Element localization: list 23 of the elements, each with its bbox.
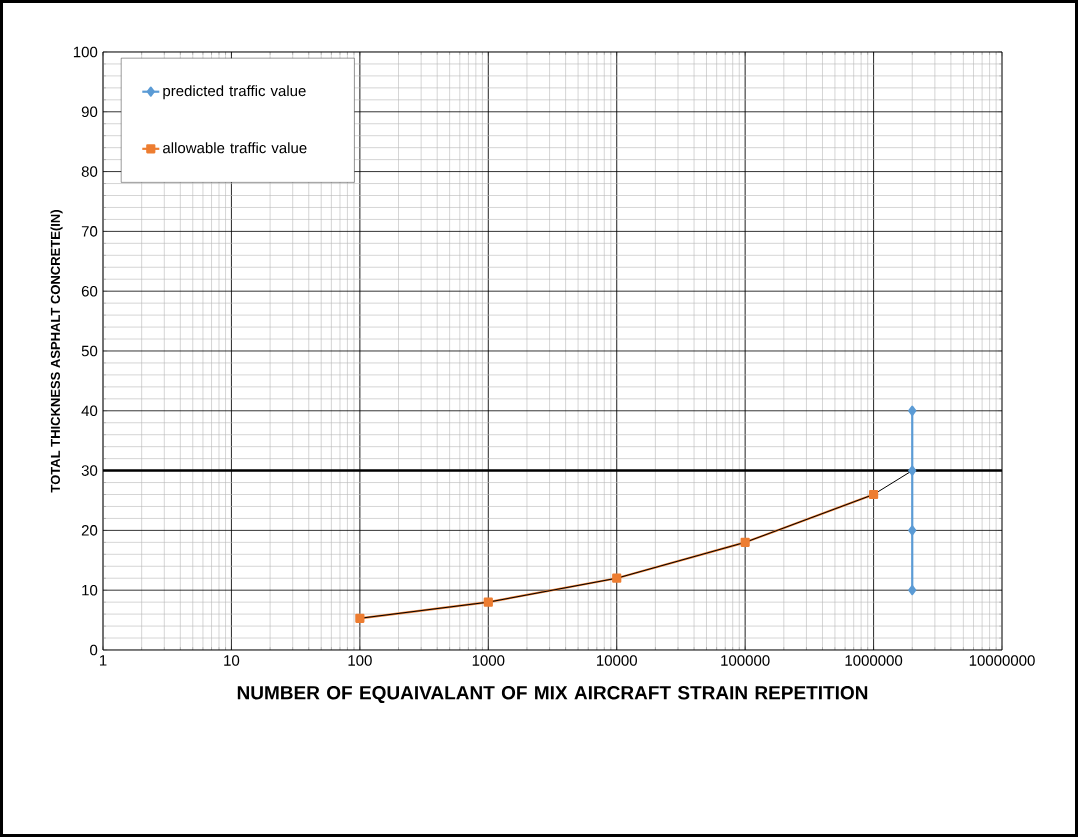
y-tick-label: 80 <box>81 166 98 177</box>
y-tick-label: 10 <box>82 584 98 596</box>
x-tick-label: 1000000 <box>845 655 903 666</box>
x-axis-title: NUMBER OF EQUAIVALANT OF MIX AIRCRAFT STRAIN REPETITION <box>237 686 868 703</box>
y-tick-label: 90 <box>81 106 98 118</box>
x-tick-label: 100 <box>348 655 372 666</box>
y-tick-label: 60 <box>81 285 98 297</box>
legend-label: allowable traffic value <box>163 142 307 154</box>
y-tick-label: 30 <box>81 465 98 476</box>
x-tick-label: 10000000 <box>969 655 1035 666</box>
y-tick-label: 20 <box>81 525 98 536</box>
x-tick-label: 10 <box>224 655 240 666</box>
y-tick-label: 40 <box>81 405 98 417</box>
y-tick-label: 70 <box>81 226 98 237</box>
y-axis-title: TOTAL THICKNESS ASPHALT CONCRETE(IN) <box>50 210 63 493</box>
x-tick-label: 100000 <box>721 655 770 666</box>
y-tick-label: 50 <box>81 345 98 357</box>
legend-label: predicted traffic value <box>163 85 306 100</box>
x-tick-label: 1000 <box>472 655 505 666</box>
y-tick-label: 0 <box>90 644 98 656</box>
x-tick-label: 1 <box>99 655 107 666</box>
x-tick-label: 10000 <box>597 655 637 666</box>
y-tick-label: 100 <box>73 46 98 58</box>
